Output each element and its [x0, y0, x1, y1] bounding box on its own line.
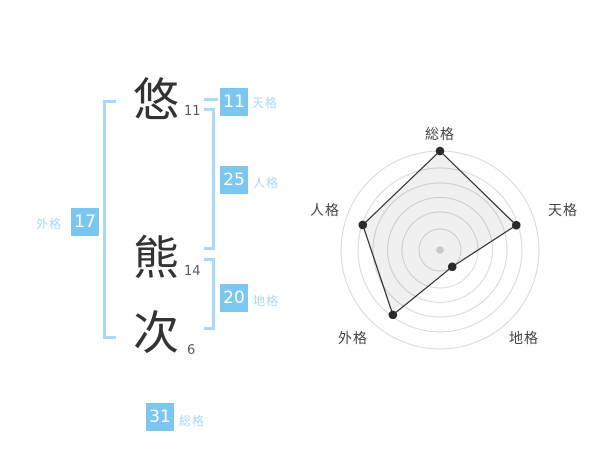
tenkaku-connector [204, 98, 218, 101]
stroke-count: 14 [184, 264, 201, 279]
gaikaku-bracket-tick-bottom [103, 336, 116, 339]
chikaku-bracket-line [212, 258, 215, 330]
name-character: 次 [133, 306, 179, 360]
name-character: 熊 [133, 231, 179, 285]
radar-axis-label-soukaku: 総格 [425, 127, 455, 143]
chikaku-value-badge: 20 [220, 284, 248, 312]
radar-axis-label-chikaku: 地格 [509, 331, 539, 347]
name-character: 悠 [133, 73, 179, 127]
chikaku-bracket-tick-top [204, 258, 215, 261]
gaikaku-bracket-line [103, 100, 106, 339]
radar-axis-label-gaikaku: 外格 [338, 331, 368, 347]
chikaku-label: 地格 [253, 294, 280, 308]
chikaku-bracket-tick-bottom [204, 327, 215, 330]
tenkaku-label: 天格 [252, 96, 279, 110]
gaikaku-bracket-tick-top [103, 100, 116, 103]
stroke-count: 11 [184, 104, 201, 119]
tenkaku-value-badge: 11 [220, 88, 248, 116]
jinkaku-label: 人格 [253, 176, 280, 190]
jinkaku-bracket-tick-top [204, 108, 215, 111]
gaikaku-label: 外格 [36, 217, 63, 231]
jinkaku-bracket-line [212, 108, 215, 250]
soukaku-label: 総格 [179, 414, 206, 428]
soukaku-value-badge: 31 [146, 403, 174, 431]
jinkaku-value-badge: 25 [220, 166, 248, 194]
gaikaku-value-badge: 17 [71, 208, 99, 236]
stroke-count: 6 [187, 343, 196, 358]
jinkaku-bracket-tick-bottom [204, 247, 215, 250]
radar-axis-label-tenkaku: 天格 [548, 203, 578, 219]
radar-axis-label-jinkaku: 人格 [310, 203, 340, 219]
